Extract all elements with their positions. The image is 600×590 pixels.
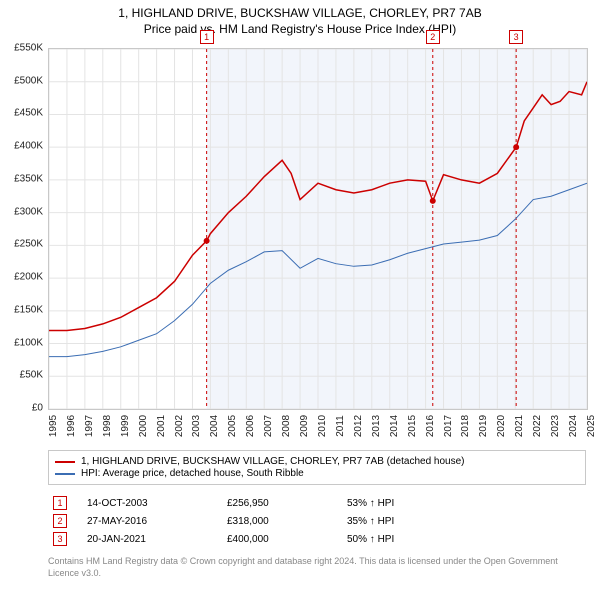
x-axis-tick-label: 2007 <box>263 415 274 437</box>
price-chart: 123 <box>48 48 588 410</box>
x-axis-tick-label: 2012 <box>353 415 364 437</box>
x-axis-tick-label: 2016 <box>425 415 436 437</box>
chart-marker-box: 2 <box>426 30 440 44</box>
x-axis-tick-label: 2014 <box>389 415 400 437</box>
x-axis-tick-label: 2005 <box>227 415 238 437</box>
legend-label-property: 1, HIGHLAND DRIVE, BUCKSHAW VILLAGE, CHO… <box>81 456 464 467</box>
x-axis-tick-label: 1998 <box>102 415 113 437</box>
chart-marker-box: 3 <box>509 30 523 44</box>
x-axis-tick-label: 2000 <box>138 415 149 437</box>
x-axis-tick-label: 2011 <box>335 415 346 437</box>
x-axis-tick-label: 2020 <box>496 415 507 437</box>
x-axis-tick-label: 2019 <box>478 415 489 437</box>
x-axis-tick-label: 1996 <box>66 415 77 437</box>
y-axis-tick-label: £450K <box>14 108 43 119</box>
x-axis-tick-label: 1999 <box>120 415 131 437</box>
x-axis-labels: 1995 1996 1997 1998 1999 2000 2001 2002 2003 2004… <box>48 410 586 450</box>
x-axis-tick-label: 2010 <box>317 415 328 437</box>
x-axis-tick-label: 2006 <box>245 415 256 437</box>
event-row-3: 3 20-JAN-2021 £400,000 50% ↑ HPI <box>48 530 586 548</box>
event-table: 1 14-OCT-2003 £256,950 53% ↑ HPI 2 27-MA… <box>48 494 586 548</box>
chart-legend: 1, HIGHLAND DRIVE, BUCKSHAW VILLAGE, CHO… <box>48 450 586 485</box>
event-date-2: 27-MAY-2016 <box>87 516 227 527</box>
y-axis-tick-label: £50K <box>20 370 43 381</box>
y-axis-tick-label: £150K <box>14 304 43 315</box>
event-pct-2: 35% ↑ HPI <box>347 516 467 527</box>
chart-title-main: 1, HIGHLAND DRIVE, BUCKSHAW VILLAGE, CHO… <box>0 6 600 20</box>
x-axis-tick-label: 1995 <box>48 415 59 437</box>
event-marker-3: 3 <box>53 532 67 546</box>
x-axis-tick-label: 2002 <box>174 415 185 437</box>
event-price-2: £318,000 <box>227 516 347 527</box>
event-row-1: 1 14-OCT-2003 £256,950 53% ↑ HPI <box>48 494 586 512</box>
chart-marker-box: 1 <box>200 30 214 44</box>
legend-item-hpi: HPI: Average price, detached house, Sout… <box>55 468 579 479</box>
y-axis-tick-label: £300K <box>14 206 43 217</box>
x-axis-tick-label: 2013 <box>371 415 382 437</box>
event-pct-1: 53% ↑ HPI <box>347 498 467 509</box>
y-axis-tick-label: £100K <box>14 337 43 348</box>
x-axis-tick-label: 2023 <box>550 415 561 437</box>
x-axis-tick-label: 2024 <box>568 415 579 437</box>
y-axis-tick-label: £350K <box>14 173 43 184</box>
legend-label-hpi: HPI: Average price, detached house, Sout… <box>81 468 304 479</box>
x-axis-tick-label: 2001 <box>156 415 167 437</box>
x-axis-tick-label: 2009 <box>299 415 310 437</box>
x-axis-tick-label: 1997 <box>84 415 95 437</box>
event-marker-1: 1 <box>53 496 67 510</box>
y-axis-tick-label: £550K <box>14 43 43 54</box>
y-axis-tick-label: £200K <box>14 272 43 283</box>
y-axis-tick-label: £500K <box>14 75 43 86</box>
x-axis-tick-label: 2003 <box>191 415 202 437</box>
x-axis-tick-label: 2017 <box>443 415 454 437</box>
x-axis-tick-label: 2015 <box>407 415 418 437</box>
y-axis-tick-label: £0 <box>32 403 43 414</box>
x-axis-tick-label: 2021 <box>514 415 525 437</box>
x-axis-tick-label: 2008 <box>281 415 292 437</box>
x-axis-tick-label: 2004 <box>209 415 220 437</box>
event-row-2: 2 27-MAY-2016 £318,000 35% ↑ HPI <box>48 512 586 530</box>
footnote: Contains HM Land Registry data © Crown c… <box>48 556 586 579</box>
y-axis-tick-label: £400K <box>14 141 43 152</box>
event-date-3: 20-JAN-2021 <box>87 534 227 545</box>
event-price-3: £400,000 <box>227 534 347 545</box>
event-marker-2: 2 <box>53 514 67 528</box>
y-axis-labels: £0£50K£100K£150K£200K£250K£300K£350K£400… <box>0 48 46 408</box>
chart-svg <box>49 49 587 409</box>
legend-item-property: 1, HIGHLAND DRIVE, BUCKSHAW VILLAGE, CHO… <box>55 456 579 467</box>
x-axis-tick-label: 2022 <box>532 415 543 437</box>
y-axis-tick-label: £250K <box>14 239 43 250</box>
legend-swatch-property <box>55 461 75 463</box>
x-axis-tick-label: 2025 <box>586 415 597 437</box>
x-axis-tick-label: 2018 <box>460 415 471 437</box>
legend-swatch-hpi <box>55 473 75 475</box>
event-date-1: 14-OCT-2003 <box>87 498 227 509</box>
event-pct-3: 50% ↑ HPI <box>347 534 467 545</box>
event-price-1: £256,950 <box>227 498 347 509</box>
